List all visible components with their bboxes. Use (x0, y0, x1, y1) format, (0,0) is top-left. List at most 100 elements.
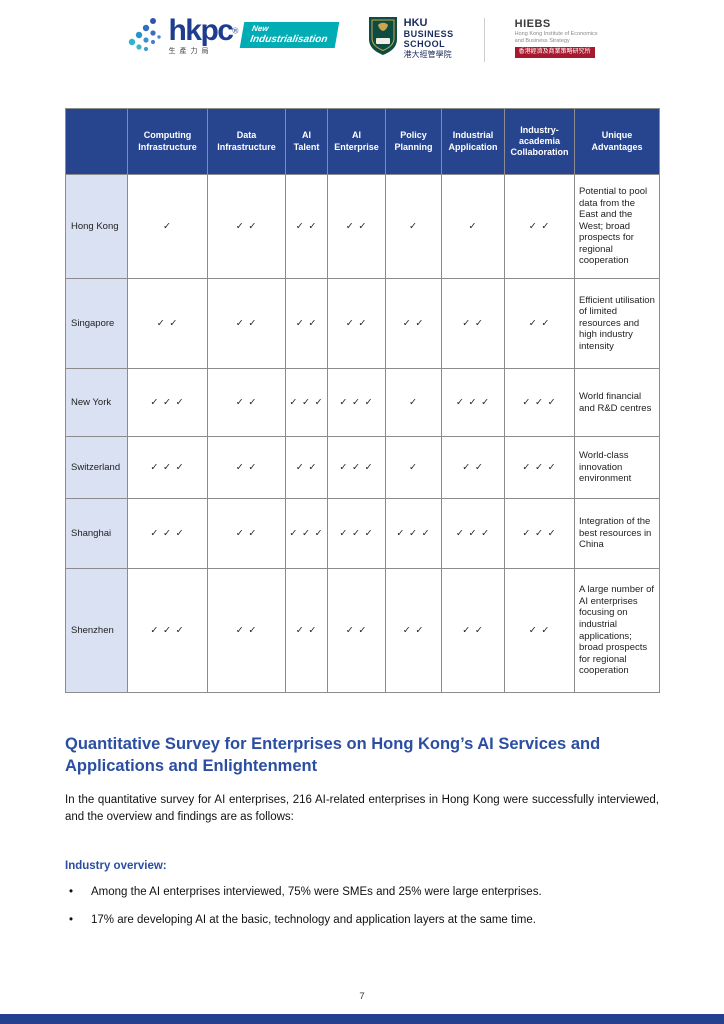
column-header-industry-academia-collaboration: Industry-academia Collaboration (504, 108, 575, 175)
score-cell: ✓ ✓ (441, 278, 505, 369)
score-cell: ✓ ✓ (327, 278, 386, 369)
column-header-industrial-application: Industrial Application (441, 108, 505, 175)
score-cell: ✓ ✓ (207, 174, 286, 279)
score-cell: ✓ ✓ ✓ (504, 498, 575, 569)
badge-line-2: Industrialisation (249, 33, 329, 45)
page-number: 7 (359, 991, 365, 1002)
score-cell: ✓ ✓ ✓ (127, 498, 208, 569)
score-cell: ✓ ✓ ✓ (285, 368, 328, 437)
score-cell: ✓ ✓ ✓ (285, 498, 328, 569)
score-cell: ✓ ✓ ✓ (327, 436, 386, 499)
hiebs-chinese-name: 香港經濟及商業策略研究所 (514, 47, 595, 58)
score-cell: ✓ ✓ (207, 368, 286, 437)
industry-overview-subheading: Industry overview: (65, 860, 167, 873)
score-cell: ✓ ✓ (504, 278, 575, 369)
hiebs-description-2: and Business Strategy (514, 37, 570, 44)
score-cell: ✓ ✓ (504, 174, 575, 279)
section-intro: In the quantitative survey for AI enterp… (65, 793, 659, 823)
score-cell: ✓ (385, 174, 442, 279)
region-name-cell: Switzerland (65, 436, 128, 499)
score-cell: ✓ (441, 174, 505, 279)
hkpc-chinese-name: 生產力局 (168, 48, 213, 55)
unique-advantage-cell: Efficient utilisation of limited resourc… (574, 278, 660, 369)
table-row: Switzerland ✓ ✓ ✓ ✓ ✓ ✓ ✓ ✓ ✓ ✓ ✓ ✓ ✓ ✓ ✓ ✓ Worl… (65, 436, 660, 499)
unique-advantage-cell: World financial and R&D centres (574, 368, 660, 437)
score-cell: ✓ ✓ ✓ (441, 498, 505, 569)
score-cell: ✓ ✓ (285, 568, 328, 693)
table-row: Singapore ✓ ✓ ✓ ✓ ✓ ✓ ✓ ✓ ✓ ✓ ✓ ✓ ✓ ✓ Efficient … (65, 278, 660, 369)
badge-line-1: New (251, 24, 270, 33)
region-name-cell: New York (65, 368, 128, 437)
score-cell: ✓ (127, 174, 208, 279)
region-name-cell: Hong Kong (65, 174, 128, 279)
score-cell: ✓ (385, 368, 442, 437)
score-cell: ✓ ✓ (327, 568, 386, 693)
new-industrialisation-badge: New Industrialisation (240, 22, 340, 48)
region-name-cell: Singapore (65, 278, 128, 369)
hiebs-logo: HIEBS Hong Kong Institute of Economics a… (514, 16, 598, 58)
logo-divider (483, 18, 485, 62)
table-row: Hong Kong ✓ ✓ ✓ ✓ ✓ ✓ ✓ ✓ ✓ ✓ ✓ Potential to poo… (65, 174, 660, 279)
page-content: Computing Infrastructure Data Infrastruc… (0, 108, 724, 928)
hku-crest-icon (368, 16, 398, 61)
score-cell: ✓ ✓ (207, 436, 286, 499)
score-cell: ✓ ✓ ✓ (504, 368, 575, 437)
region-name-cell: Shenzhen (65, 568, 128, 693)
score-cell: ✓ ✓ (327, 174, 386, 279)
column-header-computing-infrastructure: Computing Infrastructure (127, 108, 208, 175)
column-header-unique-advantages: Unique Advantages (574, 108, 660, 175)
table-row: Shenzhen ✓ ✓ ✓ ✓ ✓ ✓ ✓ ✓ ✓ ✓ ✓ ✓ ✓ ✓ ✓ A large n… (65, 568, 660, 693)
hkpc-dots-icon (126, 16, 164, 59)
score-cell: ✓ ✓ ✓ (441, 368, 505, 437)
score-cell: ✓ ✓ (285, 174, 328, 279)
score-cell: ✓ ✓ (441, 436, 505, 499)
hiebs-description-1: Hong Kong Institute of Economics (514, 31, 598, 38)
table-header-row: Computing Infrastructure Data Infrastruc… (65, 108, 660, 175)
score-cell: ✓ ✓ ✓ (504, 436, 575, 499)
column-header-ai-enterprise: AI Enterprise (327, 108, 386, 175)
unique-advantage-cell: World-class innovation environment (574, 436, 660, 499)
hku-line-1: HKU (403, 16, 428, 29)
score-cell: ✓ ✓ (285, 278, 328, 369)
hkpc-registered-mark: ® (232, 26, 239, 36)
hkpc-logo: hkpc® 生產力局 New Industrialisation (126, 14, 340, 59)
score-cell: ✓ ✓ ✓ (127, 436, 208, 499)
unique-advantage-cell: Potential to pool data from the East and… (574, 174, 660, 279)
section-title: Quantitative Survey for Enterprises on H… (65, 735, 601, 776)
hkpc-wordmark: hkpc® 生產力局 (168, 14, 239, 56)
bullet-item: 17% are developing AI at the basic, tech… (65, 912, 659, 928)
score-cell: ✓ (385, 436, 442, 499)
score-cell: ✓ ✓ (127, 278, 208, 369)
score-cell: ✓ ✓ (385, 568, 442, 693)
hkpc-name: hkpc (168, 14, 234, 47)
table-row: New York ✓ ✓ ✓ ✓ ✓ ✓ ✓ ✓ ✓ ✓ ✓ ✓ ✓ ✓ ✓ ✓ ✓ ✓ Wor… (65, 368, 660, 437)
hku-line-2: BUSINESS (403, 29, 454, 40)
hku-logo: HKU BUSINESS SCHOOL 港大經管學院 (368, 16, 454, 61)
score-cell: ✓ ✓ (285, 436, 328, 499)
bullet-item: Among the AI enterprises interviewed, 75… (65, 884, 659, 900)
score-cell: ✓ ✓ (504, 568, 575, 693)
header-logos: hkpc® 生產力局 New Industrialisation HKU (0, 0, 724, 72)
hku-chinese-name: 港大經管學院 (403, 50, 452, 60)
region-name-cell: Shanghai (65, 498, 128, 569)
footer-accent-bar (0, 1014, 724, 1024)
score-cell: ✓ ✓ (207, 498, 286, 569)
column-header-data-infrastructure: Data Infrastructure (207, 108, 286, 175)
column-header-region (65, 108, 128, 175)
column-header-ai-talent: AI Talent (285, 108, 328, 175)
table-row: Shanghai ✓ ✓ ✓ ✓ ✓ ✓ ✓ ✓ ✓ ✓ ✓ ✓ ✓ ✓ ✓ ✓ ✓ ✓ ✓ … (65, 498, 660, 569)
ai-city-comparison-table: Computing Infrastructure Data Infrastruc… (65, 108, 660, 693)
score-cell: ✓ ✓ ✓ (127, 568, 208, 693)
score-cell: ✓ ✓ (207, 568, 286, 693)
hku-wordmark: HKU BUSINESS SCHOOL 港大經管學院 (404, 17, 454, 60)
score-cell: ✓ ✓ (441, 568, 505, 693)
comparison-table-body: Hong Kong ✓ ✓ ✓ ✓ ✓ ✓ ✓ ✓ ✓ ✓ ✓ Potential to poo… (65, 174, 660, 693)
score-cell: ✓ ✓ (207, 278, 286, 369)
unique-advantage-cell: Integration of the best resources in Chi… (574, 498, 660, 569)
score-cell: ✓ ✓ ✓ (385, 498, 442, 569)
score-cell: ✓ ✓ ✓ (327, 368, 386, 437)
score-cell: ✓ ✓ ✓ (127, 368, 208, 437)
hku-line-3: SCHOOL (403, 39, 446, 50)
unique-advantage-cell: A large number of AI enterprises focusin… (574, 568, 660, 693)
